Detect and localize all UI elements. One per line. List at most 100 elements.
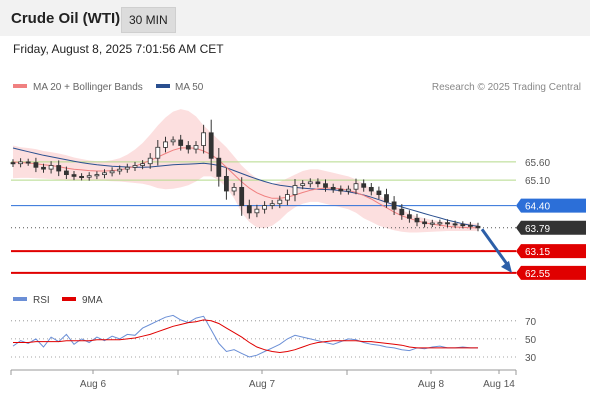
- time-tick-label: Aug 6: [80, 379, 107, 390]
- timestamp: Friday, August 8, 2025 7:01:56 AM CET: [13, 42, 224, 56]
- rsi-tick-30: 30: [525, 353, 537, 364]
- rsi-line: [12, 314, 478, 358]
- rsi-tick-70: 70: [525, 317, 537, 328]
- level-tag-62.55: [516, 265, 586, 280]
- candle-body: [216, 157, 222, 177]
- candle-body: [406, 214, 412, 219]
- rsi-ma-line: [13, 319, 478, 354]
- rsi-plot: 70 50 30: [11, 314, 537, 364]
- candle-body: [330, 186, 336, 190]
- candle-body: [102, 172, 107, 176]
- candle-body: [208, 132, 214, 159]
- candle-body: [307, 181, 313, 185]
- candle-body: [445, 222, 450, 225]
- level-label-65.60: 65.60: [525, 158, 550, 169]
- ma20-legend-label: MA 20 + Bollinger Bands: [33, 82, 143, 93]
- level-tag-63.79: [516, 220, 586, 235]
- candle-body: [124, 166, 130, 170]
- candle-body: [361, 183, 367, 188]
- candle-body: [163, 141, 168, 148]
- rsi-legend-label: RSI: [33, 295, 50, 306]
- candle-body: [239, 186, 245, 206]
- candle-body: [277, 199, 283, 205]
- candle-body: [460, 224, 466, 227]
- candle-body: [422, 221, 428, 225]
- candle-body: [170, 139, 176, 143]
- time-axis: Aug 6 Aug 7 Aug 8 Aug 14: [10, 370, 517, 390]
- candle-body: [315, 181, 321, 185]
- candle-body: [201, 132, 207, 146]
- candle-body: [56, 165, 62, 172]
- rsi-tick-50: 50: [525, 335, 537, 346]
- ma20-line: [12, 147, 478, 229]
- candle-body: [368, 186, 374, 192]
- candle-body: [467, 224, 473, 227]
- candle-body: [231, 186, 237, 192]
- candle-body: [376, 190, 382, 195]
- candle-body: [18, 161, 24, 165]
- page-title: Crude Oil (WTI): [11, 10, 121, 27]
- rsi-ma-legend-swatch: [62, 297, 76, 301]
- time-tick-label: Aug 14: [483, 379, 515, 390]
- level-label-64.40: 64.40: [525, 202, 550, 213]
- level-label-65.10: 65.10: [525, 176, 550, 187]
- candle-body: [94, 174, 100, 177]
- interval-button[interactable]: 30 MIN: [121, 7, 176, 33]
- candle-body: [475, 225, 481, 229]
- candle-body: [353, 183, 359, 190]
- ma50-legend-label: MA 50: [175, 82, 204, 93]
- level-tag-63.15: [516, 244, 586, 259]
- candle-body: [64, 170, 69, 175]
- ma50-legend-swatch: [156, 84, 170, 88]
- level-label-63.15: 63.15: [525, 247, 550, 258]
- candle-body: [25, 161, 31, 164]
- candle-body: [155, 146, 161, 159]
- level-label-62.55: 62.55: [525, 269, 550, 280]
- candle-body: [262, 205, 268, 210]
- candle-body: [185, 145, 191, 150]
- candle-body: [79, 175, 84, 178]
- header: Crude Oil (WTI) 30 MIN: [0, 0, 590, 36]
- candle-body: [178, 139, 184, 146]
- candle-body: [10, 162, 16, 165]
- candle-body: [71, 174, 77, 177]
- candle-body: [300, 183, 306, 186]
- candle-body: [109, 170, 115, 174]
- candle-body: [323, 183, 328, 188]
- projection-arrow-line: [480, 228, 511, 268]
- candle-body: [117, 168, 123, 172]
- candle-body: [399, 208, 405, 216]
- level-label-63.79: 63.79: [525, 224, 550, 235]
- level-tag-64.40: [516, 198, 586, 213]
- candle-body: [246, 205, 252, 214]
- credit-text: Research © 2025 Trading Central: [432, 82, 581, 93]
- candle-body: [254, 208, 260, 214]
- candle-body: [41, 166, 46, 170]
- candle-body: [452, 223, 458, 226]
- candle-body: [437, 222, 443, 225]
- candle-body: [345, 188, 351, 192]
- candle-body: [414, 217, 420, 223]
- candle-body: [48, 165, 54, 170]
- bollinger-band: [13, 109, 478, 233]
- candle-body: [429, 222, 435, 225]
- time-tick-label: Aug 8: [418, 379, 445, 390]
- candle-body: [338, 188, 344, 192]
- ma20-legend-swatch: [13, 84, 27, 88]
- ma50-line: [12, 147, 479, 227]
- candle-body: [140, 163, 146, 166]
- projection-arrow-head: [501, 260, 512, 273]
- candle-body: [284, 194, 290, 201]
- candle-body: [33, 162, 39, 168]
- candle-body: [391, 201, 397, 210]
- candle-body: [147, 157, 153, 165]
- candle-body: [86, 175, 92, 178]
- candle-body: [132, 165, 138, 168]
- candle-body: [384, 194, 389, 203]
- price-plot: 65.60 65.10 64.40 63.79 63.15 62.55: [10, 109, 586, 280]
- candle-body: [269, 203, 275, 206]
- candle-body: [193, 145, 199, 150]
- time-tick-label: Aug 7: [249, 379, 276, 390]
- candle-body: [292, 185, 298, 196]
